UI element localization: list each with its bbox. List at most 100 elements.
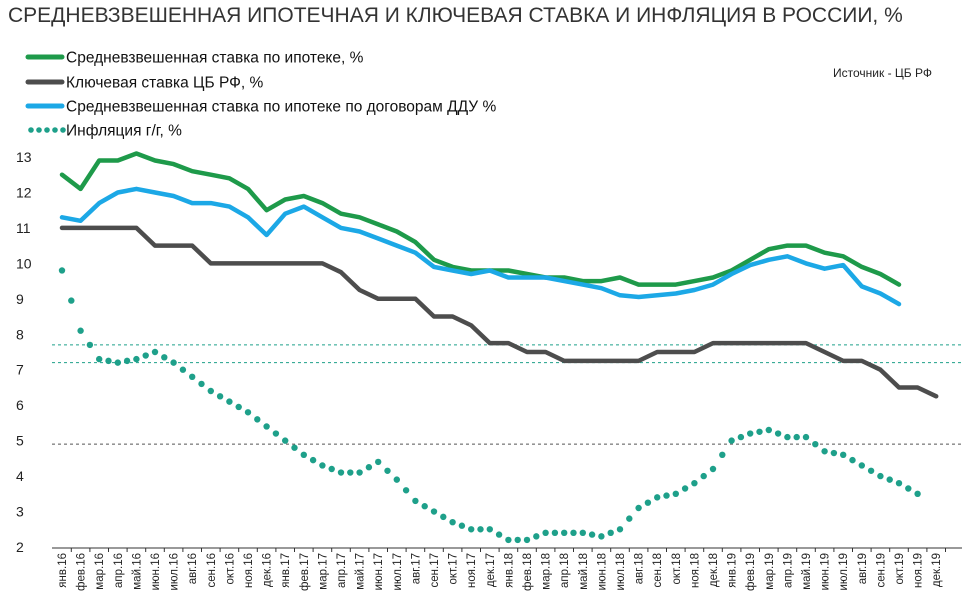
inflation-point (895, 479, 903, 487)
inflation-point (282, 437, 289, 444)
legend-swatch-inflation (52, 127, 58, 133)
inflation-point (347, 469, 354, 476)
x-tick-label: мар.18 (541, 553, 553, 590)
inflation-point (719, 451, 726, 459)
x-tick-label: апр.16 (113, 553, 125, 588)
inflation-point (458, 522, 466, 529)
x-tick-label: авг.19 (857, 553, 869, 584)
x-tick-label: май.17 (355, 553, 367, 590)
inflation-point (468, 526, 475, 533)
x-tick-label: июн.19 (820, 553, 832, 590)
inflation-point (663, 492, 670, 499)
inflation-point (440, 513, 447, 521)
inflation-point (635, 504, 642, 512)
x-tick-label: авг.17 (410, 553, 422, 584)
x-tick-label: янв.18 (503, 553, 515, 588)
legend-label: Средневзвешенная ставка по ипотеке, % (66, 50, 364, 67)
inflation-point (672, 490, 679, 498)
inflation-point (588, 531, 596, 538)
inflation-point (486, 526, 493, 533)
inflation-point (542, 529, 549, 537)
x-tick-label: май.18 (578, 553, 590, 590)
inflation-point (616, 526, 624, 533)
inflation-point (300, 451, 307, 459)
inflation-point (784, 433, 791, 441)
inflation-point (151, 348, 159, 356)
x-tick-label: май.16 (131, 553, 143, 590)
x-tick-label: ноя.16 (243, 553, 255, 588)
x-tick-label: янв.19 (727, 553, 739, 588)
inflation-point (728, 437, 735, 444)
inflation-point (533, 533, 540, 540)
ddu-mortgage-rate-line (59, 186, 902, 307)
inflation-point (142, 352, 149, 359)
inflation-point (114, 359, 122, 366)
legend-background (22, 44, 574, 144)
inflation-point (123, 357, 131, 365)
x-tick-label: окт.17 (448, 553, 460, 585)
inflation-point (914, 490, 921, 498)
inflation-point (161, 354, 168, 361)
y-tick-label: 4 (16, 468, 24, 484)
x-tick-label: июн.16 (150, 553, 162, 590)
x-tick-label: мар.19 (764, 553, 776, 590)
inflation-point (477, 526, 484, 533)
inflation-point (505, 536, 512, 544)
y-tick-label: 11 (16, 220, 31, 236)
x-tick-label: янв.16 (57, 553, 69, 588)
x-tick-label: авг.16 (187, 553, 199, 584)
inflation-point (254, 416, 261, 423)
inflation-point (375, 458, 382, 466)
inflation-point (691, 479, 698, 487)
inflation-point (319, 462, 326, 469)
inflation-point (802, 433, 810, 441)
inflation-point (570, 529, 577, 537)
inflation-point (207, 387, 214, 395)
inflation-point (198, 380, 205, 388)
inflation-point (607, 529, 614, 537)
inflation-point (133, 355, 140, 363)
inflation-point (77, 327, 84, 334)
x-tick-label: июл.16 (169, 553, 181, 591)
inflation-point (756, 428, 763, 435)
x-tick-label: мар.17 (317, 553, 329, 590)
x-tick-label: июл.18 (615, 553, 627, 591)
inflation-point (830, 449, 838, 457)
inflation-point (886, 476, 893, 483)
key-rate-line (59, 225, 939, 399)
inflation-point (235, 403, 242, 411)
inflation-point (272, 430, 280, 437)
x-tick-label: ноя.18 (689, 553, 701, 588)
inflation-point (840, 451, 847, 459)
legend-swatch-inflation (36, 127, 42, 133)
inflation-point (393, 476, 400, 483)
inflation-point (765, 426, 772, 434)
x-tick-label: апр.19 (782, 553, 794, 588)
y-tick-label: 7 (16, 362, 24, 378)
x-tick-label: май.19 (801, 553, 813, 590)
chart-title: СРЕДНЕВЗВЕШЕННАЯ ИПОТЕЧНАЯ И КЛЮЧЕВАЯ СТ… (8, 4, 903, 27)
x-tick-label: ноя.19 (913, 553, 925, 588)
x-tick-label: ноя.17 (466, 553, 478, 588)
inflation-point (867, 467, 875, 474)
inflation-point (356, 469, 363, 476)
inflation-point (189, 373, 196, 381)
inflation-point (495, 531, 503, 538)
inflation-point (644, 499, 652, 506)
inflation-point (402, 487, 410, 494)
legend-label: Ключевая ставка ЦБ РФ, % (66, 75, 264, 92)
inflation-point (96, 355, 103, 363)
inflation-point (226, 398, 233, 405)
x-tick-label: апр.17 (336, 553, 348, 588)
y-tick-label: 12 (16, 184, 32, 200)
x-tick-label: окт.19 (894, 553, 906, 585)
mortgage-rate-line (59, 151, 902, 287)
x-tick-label: сен.17 (429, 553, 441, 587)
inflation-point (105, 357, 112, 365)
inflation-point (626, 515, 633, 522)
x-tick-label: июн.18 (596, 553, 608, 590)
x-tick-label: авг.18 (634, 553, 646, 584)
y-tick-label: 10 (16, 255, 32, 271)
inflation-point (328, 465, 335, 473)
